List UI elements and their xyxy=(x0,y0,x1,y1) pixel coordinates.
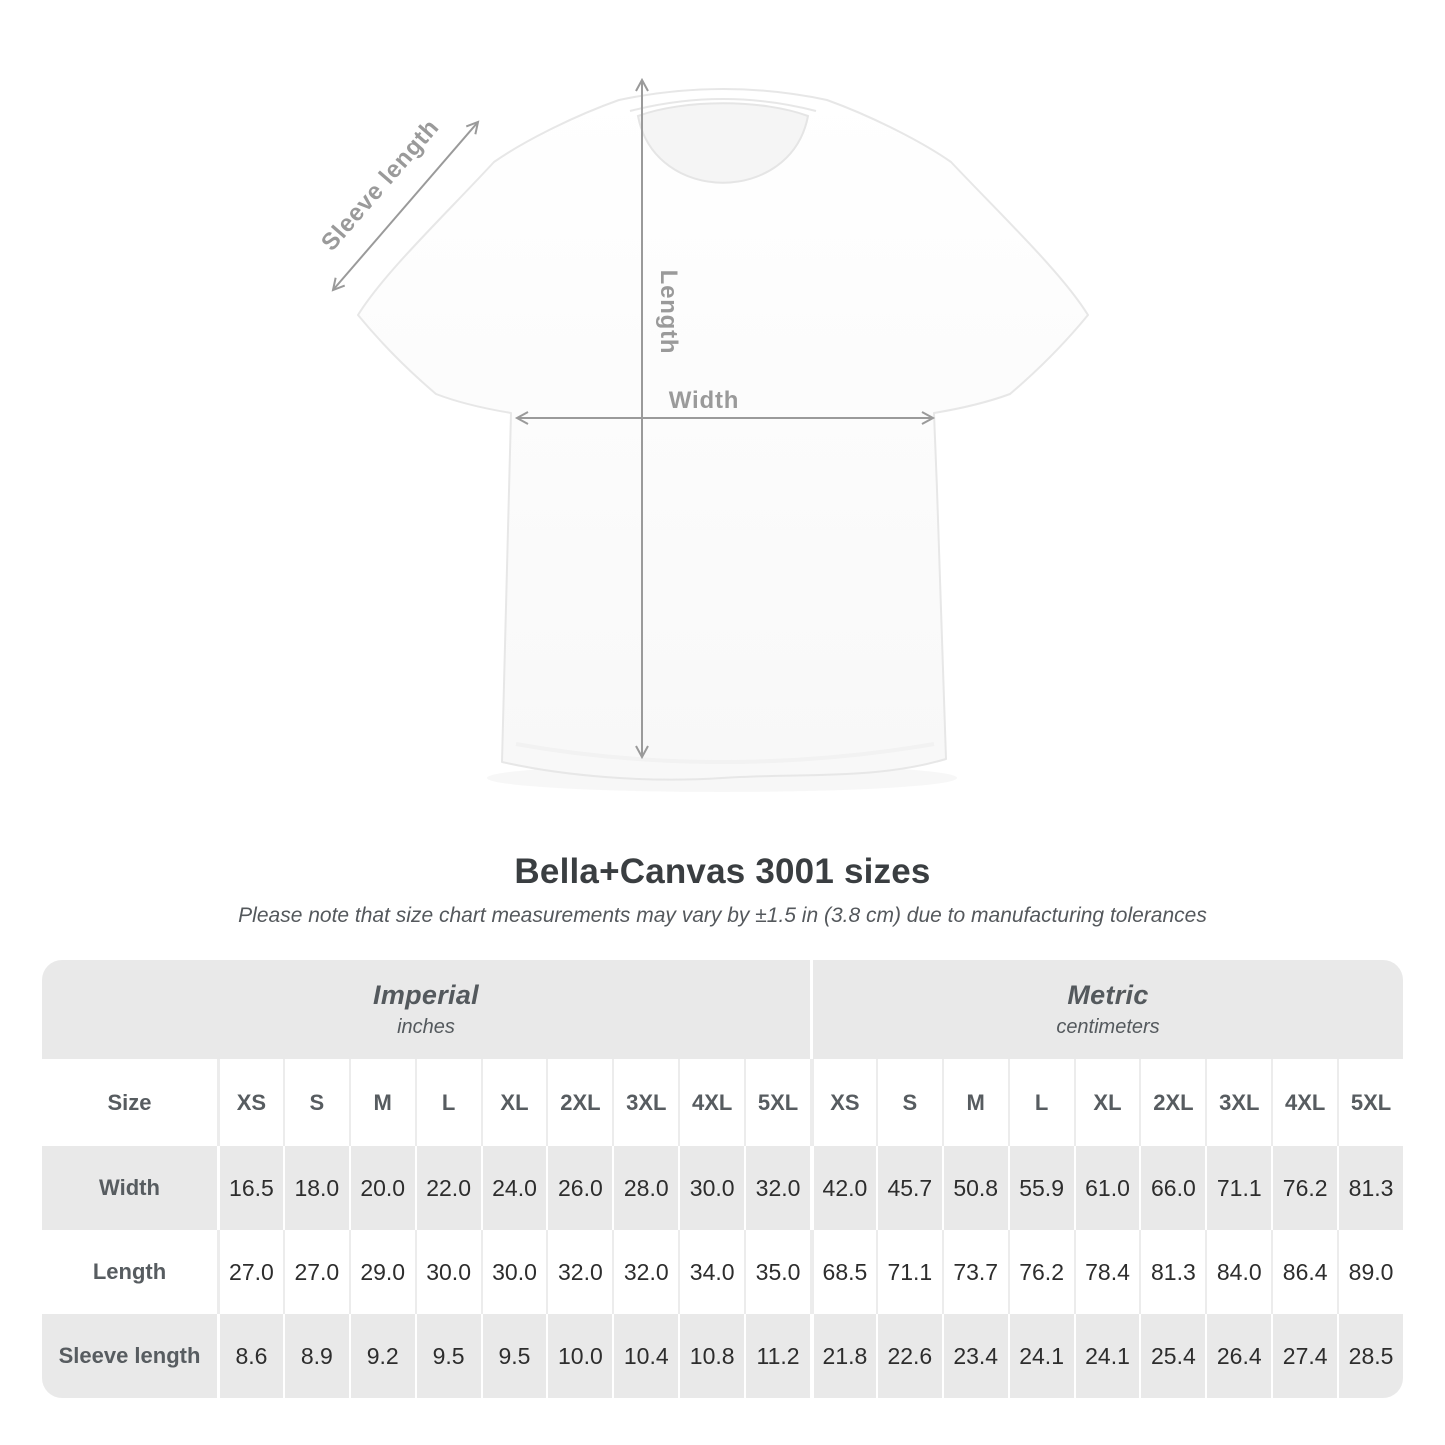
tshirt-diagram-svg: Sleeve length Length Width xyxy=(315,77,1089,781)
size-header-metric: XL xyxy=(1073,1059,1140,1146)
value-imperial: 30.0 xyxy=(678,1146,745,1230)
size-header-imperial: XS xyxy=(217,1059,283,1146)
value-metric: 89.0 xyxy=(1337,1230,1403,1314)
value-imperial: 34.0 xyxy=(678,1230,745,1314)
collar-opening xyxy=(636,102,810,184)
value-imperial: 9.5 xyxy=(480,1314,547,1398)
size-header-imperial: 5XL xyxy=(744,1059,810,1146)
value-metric: 81.3 xyxy=(1139,1230,1206,1314)
value-metric: 26.4 xyxy=(1205,1314,1272,1398)
value-imperial: 10.4 xyxy=(612,1314,679,1398)
size-header-metric: 3XL xyxy=(1205,1059,1272,1146)
value-metric: 21.8 xyxy=(809,1314,876,1398)
value-metric: 55.9 xyxy=(1007,1146,1074,1230)
size-header-imperial: M xyxy=(348,1059,415,1146)
value-imperial: 26.0 xyxy=(546,1146,613,1230)
value-imperial: 32.0 xyxy=(612,1230,679,1314)
value-imperial: 24.0 xyxy=(480,1146,547,1230)
size-header-imperial: 3XL xyxy=(612,1059,679,1146)
value-metric: 66.0 xyxy=(1139,1146,1206,1230)
row-label: Length xyxy=(42,1230,217,1314)
size-header-row: Size XS S M L XL 2XL 3XL 4XL 5XL XS S M L XL 2XL 3XL 4XL 5… xyxy=(42,1059,1403,1146)
value-imperial: 9.2 xyxy=(348,1314,415,1398)
value-metric: 76.2 xyxy=(1007,1230,1074,1314)
value-metric: 23.4 xyxy=(941,1314,1008,1398)
size-header-metric: 4XL xyxy=(1271,1059,1338,1146)
length-label: Length xyxy=(655,270,682,355)
size-header-imperial: L xyxy=(414,1059,481,1146)
size-column-header: Size xyxy=(42,1059,217,1146)
value-metric: 22.6 xyxy=(875,1314,942,1398)
value-imperial: 8.6 xyxy=(217,1314,283,1398)
value-imperial: 9.5 xyxy=(414,1314,481,1398)
sleeve-length-arrow xyxy=(331,120,480,292)
value-metric: 27.4 xyxy=(1271,1314,1338,1398)
value-metric: 73.7 xyxy=(941,1230,1008,1314)
value-metric: 76.2 xyxy=(1271,1146,1338,1230)
tshirt-silhouette xyxy=(357,88,1089,781)
metric-group-header: Metric centimeters xyxy=(810,960,1403,1059)
collar-band-line xyxy=(629,98,817,112)
value-metric: 78.4 xyxy=(1073,1230,1140,1314)
value-imperial: 22.0 xyxy=(414,1146,481,1230)
value-imperial: 30.0 xyxy=(480,1230,547,1314)
value-metric: 45.7 xyxy=(875,1146,942,1230)
value-imperial: 32.0 xyxy=(744,1146,810,1230)
page-title: Bella+Canvas 3001 sizes xyxy=(514,852,931,891)
value-imperial: 27.0 xyxy=(282,1230,349,1314)
size-header-metric: S xyxy=(875,1059,942,1146)
value-metric: 24.1 xyxy=(1073,1314,1140,1398)
value-metric: 42.0 xyxy=(809,1146,876,1230)
size-header-imperial: XL xyxy=(480,1059,547,1146)
hem-shadow-line xyxy=(515,742,935,764)
value-imperial: 11.2 xyxy=(744,1314,810,1398)
value-imperial: 10.0 xyxy=(546,1314,613,1398)
value-metric: 86.4 xyxy=(1271,1230,1338,1314)
value-metric: 50.8 xyxy=(941,1146,1008,1230)
size-header-metric: 5XL xyxy=(1337,1059,1403,1146)
value-imperial: 16.5 xyxy=(217,1146,283,1230)
value-imperial: 18.0 xyxy=(282,1146,349,1230)
value-imperial: 10.8 xyxy=(678,1314,745,1398)
size-header-metric: 2XL xyxy=(1139,1059,1206,1146)
value-imperial: 35.0 xyxy=(744,1230,810,1314)
size-table: Imperial inches Metric centimeters Size X… xyxy=(42,960,1403,1398)
value-imperial: 30.0 xyxy=(414,1230,481,1314)
row-label: Width xyxy=(42,1146,217,1230)
size-header-imperial: 2XL xyxy=(546,1059,613,1146)
value-metric: 24.1 xyxy=(1007,1314,1074,1398)
imperial-group-header: Imperial inches xyxy=(42,960,810,1059)
value-metric: 68.5 xyxy=(809,1230,876,1314)
value-imperial: 20.0 xyxy=(348,1146,415,1230)
row-label: Sleeve length xyxy=(42,1314,217,1398)
size-header-metric: M xyxy=(941,1059,1008,1146)
value-metric: 25.4 xyxy=(1139,1314,1206,1398)
value-metric: 71.1 xyxy=(875,1230,942,1314)
size-header-metric: L xyxy=(1007,1059,1074,1146)
value-imperial: 29.0 xyxy=(348,1230,415,1314)
unit-header-row: Imperial inches Metric centimeters xyxy=(42,960,1403,1059)
value-metric: 71.1 xyxy=(1205,1146,1272,1230)
value-imperial: 28.0 xyxy=(612,1146,679,1230)
value-metric: 81.3 xyxy=(1337,1146,1403,1230)
imperial-unit: inches xyxy=(397,1016,455,1038)
data-row-sleeve-length: Sleeve length 8.6 8.9 9.2 9.5 9.5 10.0 10.4 10.8… xyxy=(42,1314,1403,1398)
data-row-length: Length 27.0 27.0 29.0 30.0 30.0 32.0 32.0 34.0 35… xyxy=(42,1230,1403,1314)
value-imperial: 27.0 xyxy=(217,1230,283,1314)
metric-label: Metric xyxy=(1067,980,1149,1010)
width-label: Width xyxy=(669,387,739,414)
value-metric: 28.5 xyxy=(1337,1314,1403,1398)
size-header-metric: XS xyxy=(809,1059,876,1146)
page-subtitle: Please note that size chart measurements… xyxy=(238,904,1207,927)
value-metric: 61.0 xyxy=(1073,1146,1140,1230)
value-imperial: 8.9 xyxy=(282,1314,349,1398)
value-imperial: 32.0 xyxy=(546,1230,613,1314)
data-row-width: Width 16.5 18.0 20.0 22.0 24.0 26.0 28.0 30.0 32.… xyxy=(42,1146,1403,1230)
size-header-imperial: S xyxy=(282,1059,349,1146)
metric-unit: centimeters xyxy=(1056,1016,1160,1038)
tshirt-measurement-diagram: Sleeve length Length Width xyxy=(315,77,1089,781)
value-metric: 84.0 xyxy=(1205,1230,1272,1314)
size-header-imperial: 4XL xyxy=(678,1059,745,1146)
imperial-label: Imperial xyxy=(373,980,479,1010)
